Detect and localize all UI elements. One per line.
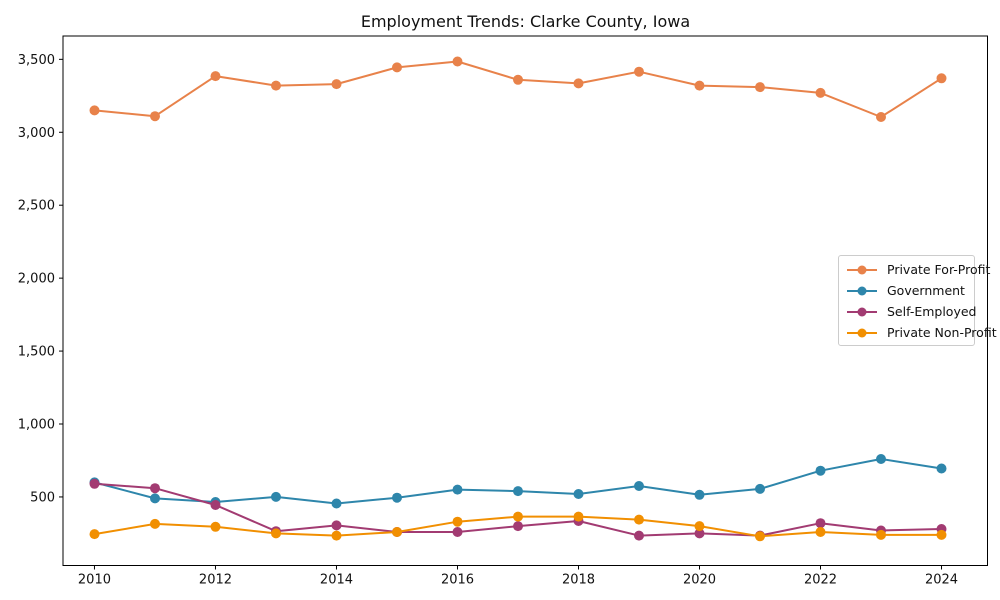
series-line-private-for-profit <box>93 60 943 118</box>
data-point-self-employed-2012 <box>210 500 221 510</box>
data-point-private-for-profit-2016 <box>452 56 463 67</box>
legend-label: Private For-Profit <box>887 262 991 277</box>
x-tick-label: 2022 <box>804 573 837 588</box>
data-point-government-2011 <box>150 493 160 504</box>
data-point-private-for-profit-2011 <box>150 111 160 122</box>
data-point-private-non-profit-2010 <box>89 529 100 540</box>
x-tick-label: 2018 <box>562 573 595 588</box>
data-point-government-2017 <box>513 486 523 497</box>
legend-line-sample-icon <box>847 328 877 337</box>
legend-line-sample-icon <box>847 286 877 295</box>
data-point-government-2021 <box>755 483 765 494</box>
data-point-government-2022 <box>815 465 826 476</box>
data-point-private-for-profit-2020 <box>694 80 705 91</box>
data-point-government-2019 <box>634 481 644 491</box>
legend-item-government: Government <box>846 280 974 301</box>
data-point-government-2015 <box>392 492 402 503</box>
legend-item-private-non-profit: Private Non-Profit <box>846 322 997 343</box>
legend-label: Self-Employed <box>887 304 977 319</box>
data-point-self-employed-2010 <box>89 478 100 489</box>
data-point-private-for-profit-2019 <box>634 66 644 77</box>
data-point-private-for-profit-2018 <box>573 78 584 89</box>
y-tick-label: 1,000 <box>18 418 55 433</box>
data-point-private-for-profit-2024 <box>936 73 947 84</box>
x-tick-label: 2020 <box>683 573 716 588</box>
data-point-private-non-profit-2016 <box>452 516 463 527</box>
data-point-government-2023 <box>876 454 886 464</box>
data-point-self-employed-2017 <box>513 521 523 532</box>
data-point-private-non-profit-2014 <box>331 530 342 541</box>
data-point-private-for-profit-2015 <box>392 62 402 73</box>
data-point-government-2014 <box>331 498 342 509</box>
data-point-private-for-profit-2023 <box>876 112 886 122</box>
data-point-private-for-profit-2021 <box>755 82 765 93</box>
data-point-government-2016 <box>452 484 463 495</box>
legend-line-sample-icon <box>847 265 877 274</box>
data-point-government-2024 <box>936 463 947 474</box>
data-point-self-employed-2020 <box>694 528 705 539</box>
x-tick-label: 2024 <box>925 573 958 588</box>
data-point-private-non-profit-2024 <box>936 529 947 540</box>
legend-line-sample-icon <box>847 307 877 316</box>
plot-frame <box>62 35 988 566</box>
y-tick-label: 500 <box>30 490 55 505</box>
legend-label: Private Non-Profit <box>887 325 997 340</box>
data-point-government-2013 <box>271 491 281 502</box>
data-point-private-for-profit-2010 <box>89 105 100 116</box>
data-point-private-for-profit-2012 <box>210 71 221 82</box>
legend-item-private-for-profit: Private For-Profit <box>846 259 990 280</box>
data-point-private-non-profit-2021 <box>755 531 765 542</box>
data-point-private-non-profit-2019 <box>634 514 644 525</box>
data-point-private-for-profit-2022 <box>815 87 826 98</box>
data-point-self-employed-2016 <box>452 527 463 537</box>
data-point-government-2018 <box>573 489 584 499</box>
y-tick-label: 1,500 <box>18 345 55 360</box>
data-point-private-non-profit-2017 <box>513 511 523 522</box>
data-point-private-non-profit-2012 <box>210 521 221 532</box>
x-tick-label: 2012 <box>199 573 232 588</box>
data-point-government-2020 <box>694 489 705 500</box>
data-point-private-for-profit-2014 <box>331 79 342 90</box>
x-tick-label: 2010 <box>78 573 111 588</box>
data-point-private-for-profit-2017 <box>513 74 523 85</box>
data-point-self-employed-2014 <box>331 520 342 531</box>
data-point-private-for-profit-2013 <box>271 80 281 91</box>
data-point-private-non-profit-2013 <box>271 528 281 539</box>
x-tick-label: 2016 <box>441 573 474 588</box>
x-tick-label: 2014 <box>320 573 353 588</box>
data-point-self-employed-2011 <box>150 483 160 494</box>
data-point-private-non-profit-2020 <box>694 521 705 532</box>
legend: Private For-Profit Government Self-Employe… <box>838 255 997 346</box>
y-tick-label: 3,000 <box>18 126 55 141</box>
data-point-private-non-profit-2018 <box>573 511 584 522</box>
data-point-private-non-profit-2015 <box>392 527 402 537</box>
y-tick-label: 2,000 <box>18 272 55 287</box>
y-tick-label: 2,500 <box>18 199 55 214</box>
data-point-private-non-profit-2022 <box>815 527 826 537</box>
data-point-self-employed-2022 <box>815 518 826 529</box>
legend-item-self-employed: Self-Employed <box>846 301 977 322</box>
chart-title: Employment Trends: Clarke County, Iowa <box>360 12 691 31</box>
series-line-government <box>93 458 943 505</box>
data-point-self-employed-2019 <box>634 530 644 541</box>
data-point-private-non-profit-2023 <box>876 529 886 540</box>
y-tick-label: 3,500 <box>18 53 55 68</box>
data-point-private-non-profit-2011 <box>150 518 160 529</box>
legend-label: Government <box>887 283 965 298</box>
